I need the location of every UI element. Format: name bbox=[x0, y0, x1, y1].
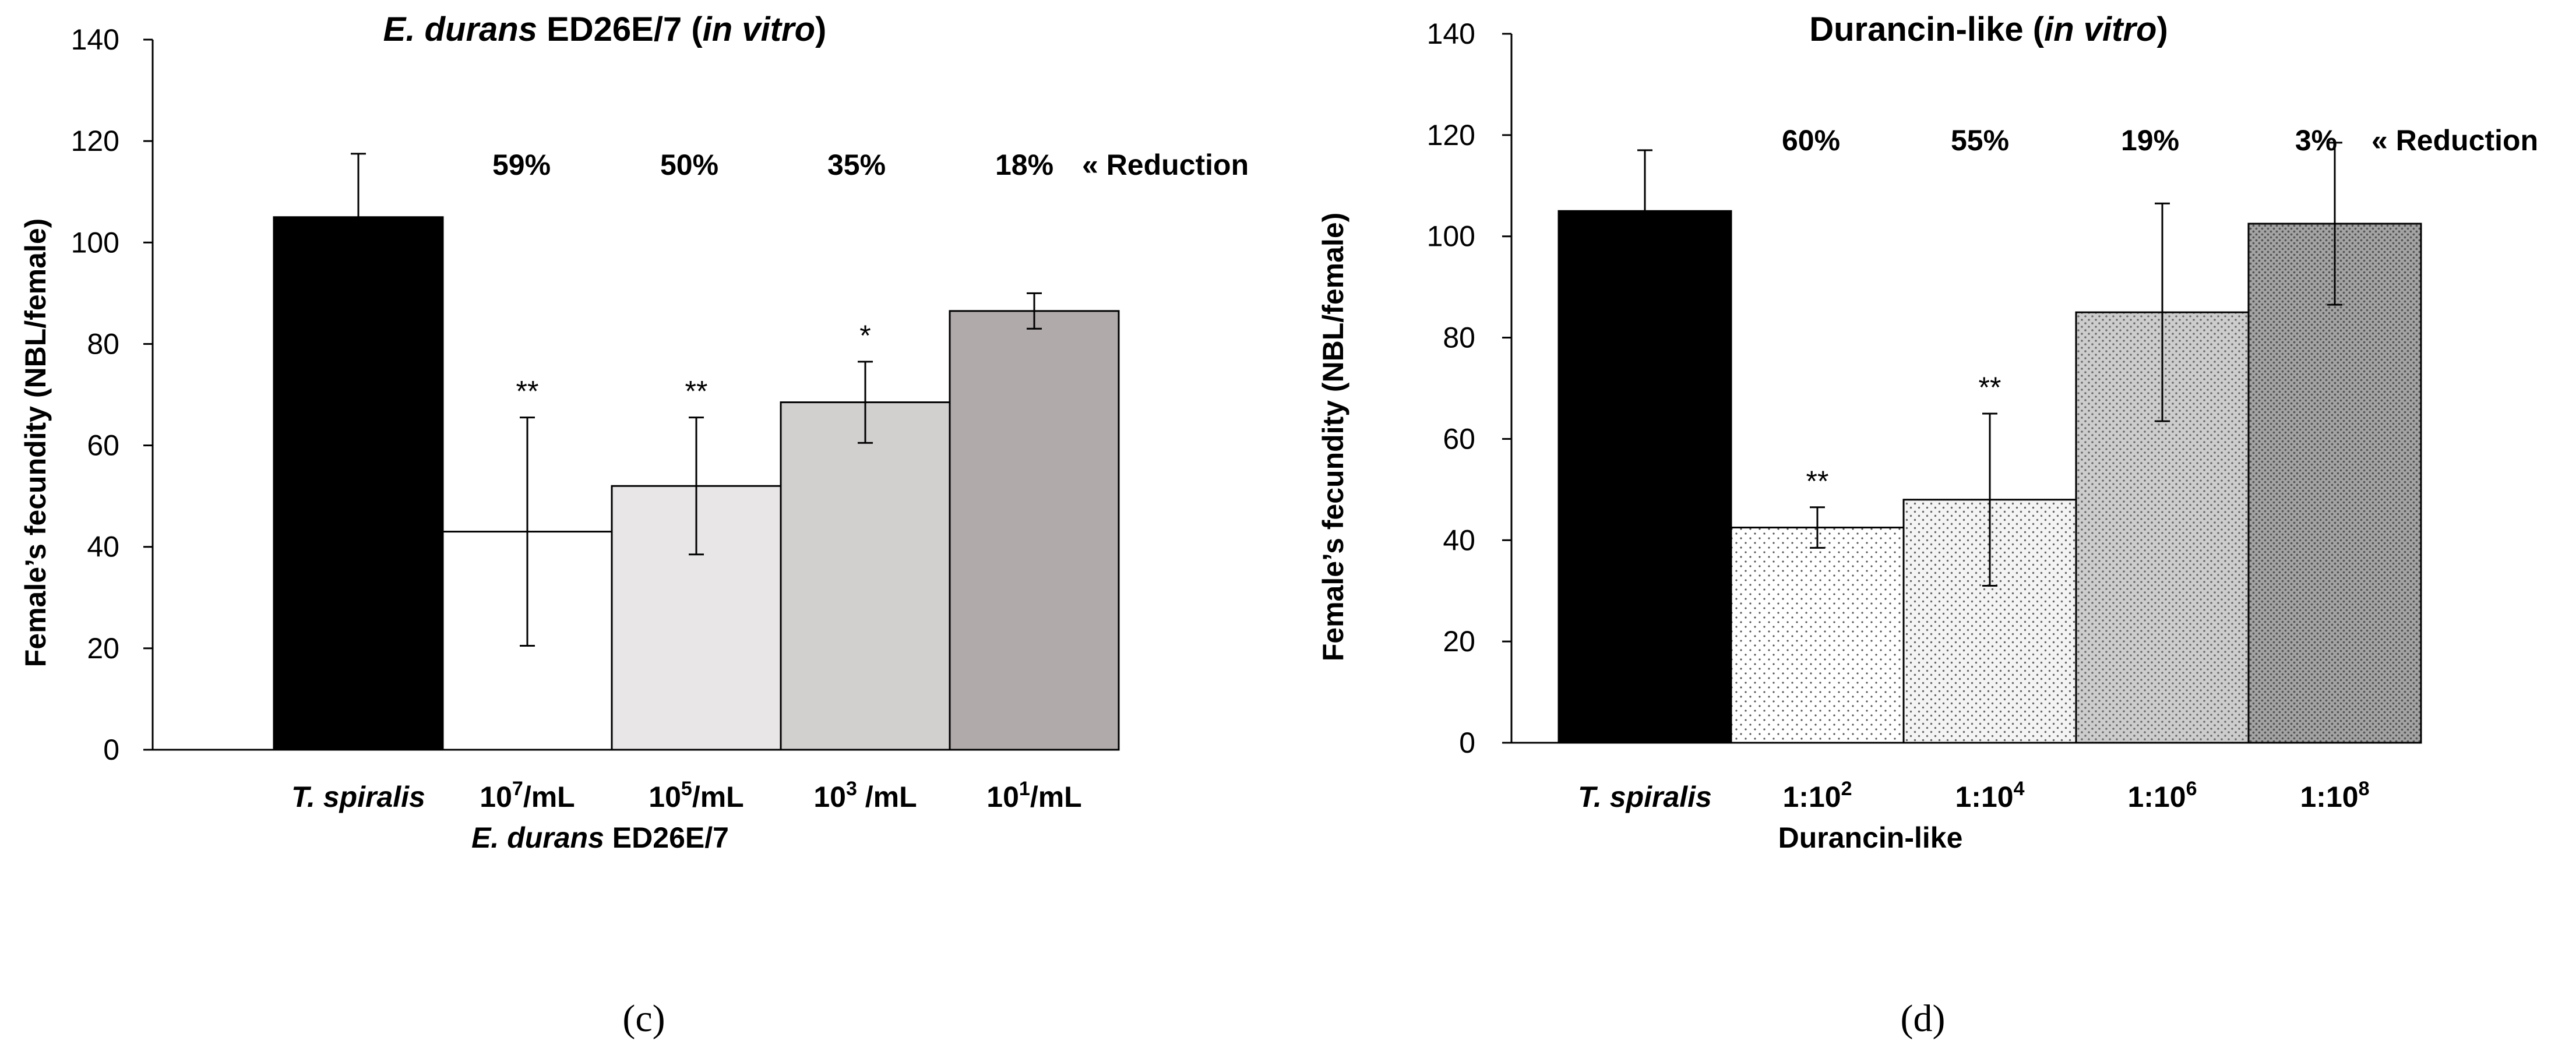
bars bbox=[1557, 142, 2422, 744]
significance-label: * bbox=[859, 319, 871, 352]
reduction-label: 59% bbox=[492, 149, 551, 181]
axes: 0 20 40 60 80 100 120 140 bbox=[71, 23, 1119, 766]
y-tick-label: 40 bbox=[87, 531, 119, 563]
panel-label: (c) bbox=[622, 997, 665, 1040]
bars bbox=[273, 153, 1120, 751]
y-tick-label: 80 bbox=[1443, 322, 1475, 354]
x-tick-label: 1:104 bbox=[1955, 778, 2025, 813]
chart-panel-d: Durancin-like (in vitro) Female’s fecund… bbox=[1317, 10, 2538, 1040]
significance-label: ** bbox=[1806, 465, 1829, 497]
panel-label: (d) bbox=[1901, 997, 1946, 1040]
y-tick-label: 20 bbox=[1443, 625, 1475, 658]
x-tick-label: T. spiralis bbox=[291, 781, 425, 813]
significance-label: ** bbox=[1979, 371, 2001, 404]
y-tick-label: 0 bbox=[103, 733, 119, 766]
labels: T. spiralis ** 59% 107/mL ** 50% 105/mL * 35% 103… bbox=[291, 149, 1249, 854]
bar bbox=[1557, 210, 1732, 744]
labels: T. spiralis ** 60% 1:102 ** 55% 1:104 19% 1:106 3… bbox=[1578, 124, 2538, 854]
x-tick-label: 1:106 bbox=[2128, 778, 2197, 813]
chart-title: Durancin-like (in vitro) bbox=[1809, 10, 2168, 48]
x-tick-label: 107/mL bbox=[480, 778, 575, 813]
reduction-label: 60% bbox=[1782, 124, 1840, 157]
x-tick-label: 101/mL bbox=[986, 778, 1081, 813]
reduction-label: 35% bbox=[827, 149, 886, 181]
chart-title: E. durans ED26E/7 (in vitro) bbox=[383, 10, 827, 48]
bar bbox=[1902, 499, 2077, 744]
y-tick-label: 40 bbox=[1443, 524, 1475, 556]
x-axis-group-label: Durancin-like bbox=[1778, 821, 1963, 854]
y-tick-label: 140 bbox=[1427, 17, 1475, 50]
x-tick-label: T. spiralis bbox=[1578, 781, 1712, 813]
bar bbox=[1730, 527, 1905, 744]
y-axis-label: Female’s fecundity (NBL/female) bbox=[19, 218, 52, 668]
y-tick-label: 140 bbox=[71, 23, 119, 56]
chart-panel-c: E. durans ED26E/7 (in vitro) Female’s fe… bbox=[19, 10, 1249, 1040]
y-axis-label: Female’s fecundity (NBL/female) bbox=[1317, 213, 1349, 662]
y-tick-label: 100 bbox=[1427, 220, 1475, 253]
significance-label: ** bbox=[516, 375, 539, 408]
y-tick-label: 0 bbox=[1459, 726, 1475, 759]
x-tick-label: 105/mL bbox=[649, 778, 743, 813]
y-tick-label: 60 bbox=[1443, 422, 1475, 455]
y-tick-label: 20 bbox=[87, 632, 119, 665]
y-tick-label: 120 bbox=[1427, 119, 1475, 151]
bar bbox=[2247, 223, 2422, 744]
y-tick-label: 100 bbox=[71, 226, 119, 259]
x-tick-label: 103 /mL bbox=[813, 778, 917, 813]
reduction-label: 18% bbox=[995, 149, 1053, 181]
bar bbox=[780, 401, 951, 751]
reduction-legend: « Reduction bbox=[2371, 124, 2538, 157]
reduction-label: 55% bbox=[1951, 124, 2009, 157]
bar bbox=[273, 216, 444, 751]
reduction-label: 3% bbox=[2295, 124, 2337, 157]
reduction-legend: « Reduction bbox=[1082, 149, 1249, 181]
y-tick-label: 60 bbox=[87, 429, 119, 462]
x-tick-label: 1:108 bbox=[2300, 778, 2370, 813]
y-tick-label: 120 bbox=[71, 125, 119, 157]
reduction-label: 19% bbox=[2121, 124, 2179, 157]
axes: 0 20 40 60 80 100 120 140 bbox=[1427, 17, 2421, 759]
x-tick-label: 1:102 bbox=[1783, 778, 1852, 813]
reduction-label: 50% bbox=[660, 149, 718, 181]
x-axis-group-label: E. durans ED26E/7 bbox=[471, 821, 729, 854]
y-tick-label: 80 bbox=[87, 327, 119, 360]
bar bbox=[949, 310, 1120, 751]
significance-label: ** bbox=[685, 375, 708, 408]
